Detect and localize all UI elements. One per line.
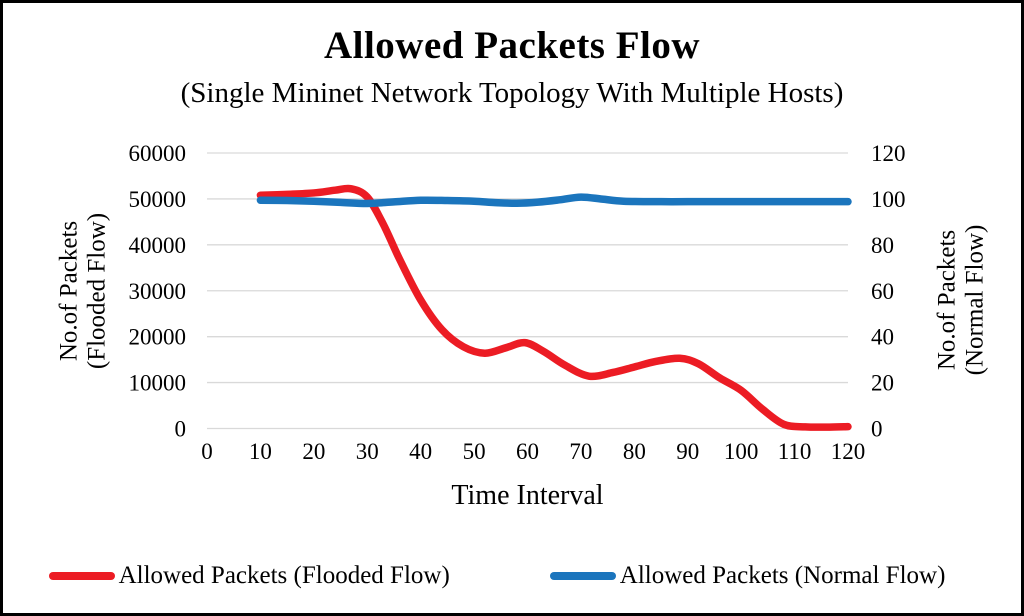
legend-item-flooded: Allowed Packets (Flooded Flow) — [48, 562, 450, 589]
flooded-flow-line — [256, 184, 852, 431]
x-axis-tick-label: 30 — [356, 439, 379, 464]
x-axis-tick-label: 40 — [409, 439, 432, 464]
left-axis-title-line2: (Flooded Flow) — [83, 212, 110, 370]
x-axis-tick-label: 10 — [249, 439, 272, 464]
left-axis-tick-label: 50000 — [129, 187, 187, 212]
legend-item-normal: Allowed Packets (Normal Flow) — [549, 562, 946, 589]
x-axis-tick-label: 90 — [676, 439, 699, 464]
chart-subtitle: (Single Mininet Network Topology With Mu… — [180, 77, 844, 109]
right-axis-title-line2: (Normal Flow) — [961, 224, 988, 376]
right-axis-tick-label: 60 — [871, 279, 894, 304]
right-axis-tick-label: 20 — [871, 371, 894, 396]
x-axis-tick-label: 50 — [463, 439, 486, 464]
right-axis-title-line1: No.of Packets — [933, 229, 961, 371]
flooded-flow-line-swatch — [48, 571, 115, 580]
x-axis-title: Time Interval — [451, 480, 604, 511]
left-axis-tick-label: 40000 — [129, 233, 187, 258]
left-axis-title: No.of Packets (Flooded Flow) — [56, 213, 111, 369]
left-axis-tick-label: 10000 — [129, 371, 187, 396]
legend: Allowed Packets (Flooded Flow) Allowed P… — [3, 563, 1021, 588]
left-axis-tick-label: 60000 — [129, 141, 187, 166]
left-axis-tick-label: 0 — [175, 417, 187, 442]
plot-area: 0 10000 20000 30000 40000 50000 60000 0 20 40 60 80… — [129, 141, 906, 464]
right-axis-tick-label: 100 — [871, 187, 906, 212]
x-axis-tick-label: 0 — [201, 439, 213, 464]
right-axis-tick-label: 0 — [871, 417, 883, 442]
right-axis-tick-label: 40 — [871, 325, 894, 350]
legend-label-flooded: Allowed Packets (Flooded Flow) — [118, 562, 450, 589]
normal-flow-line — [256, 193, 852, 208]
left-axis-tick-label: 30000 — [129, 279, 187, 304]
legend-label-normal: Allowed Packets (Normal Flow) — [619, 562, 946, 589]
right-axis-title: No.of Packets (Normal Flow) — [934, 225, 989, 376]
x-axis-tick-label: 60 — [516, 439, 539, 464]
x-axis-tick-label: 100 — [724, 439, 759, 464]
chart-title: Allowed Packets Flow — [323, 24, 701, 67]
x-axis-tick-label: 120 — [831, 439, 866, 464]
right-axis-tick-label: 80 — [871, 233, 894, 258]
left-axis-tick-label: 20000 — [129, 325, 187, 350]
normal-flow-line-swatch — [549, 571, 616, 580]
right-axis-tick-label: 120 — [871, 141, 906, 166]
x-axis-tick-label: 110 — [778, 439, 812, 464]
left-axis-title-line1: No.of Packets — [55, 220, 83, 362]
x-axis-tick-label: 80 — [623, 439, 646, 464]
x-axis-tick-label: 70 — [569, 439, 592, 464]
x-axis-tick-label: 20 — [302, 439, 325, 464]
